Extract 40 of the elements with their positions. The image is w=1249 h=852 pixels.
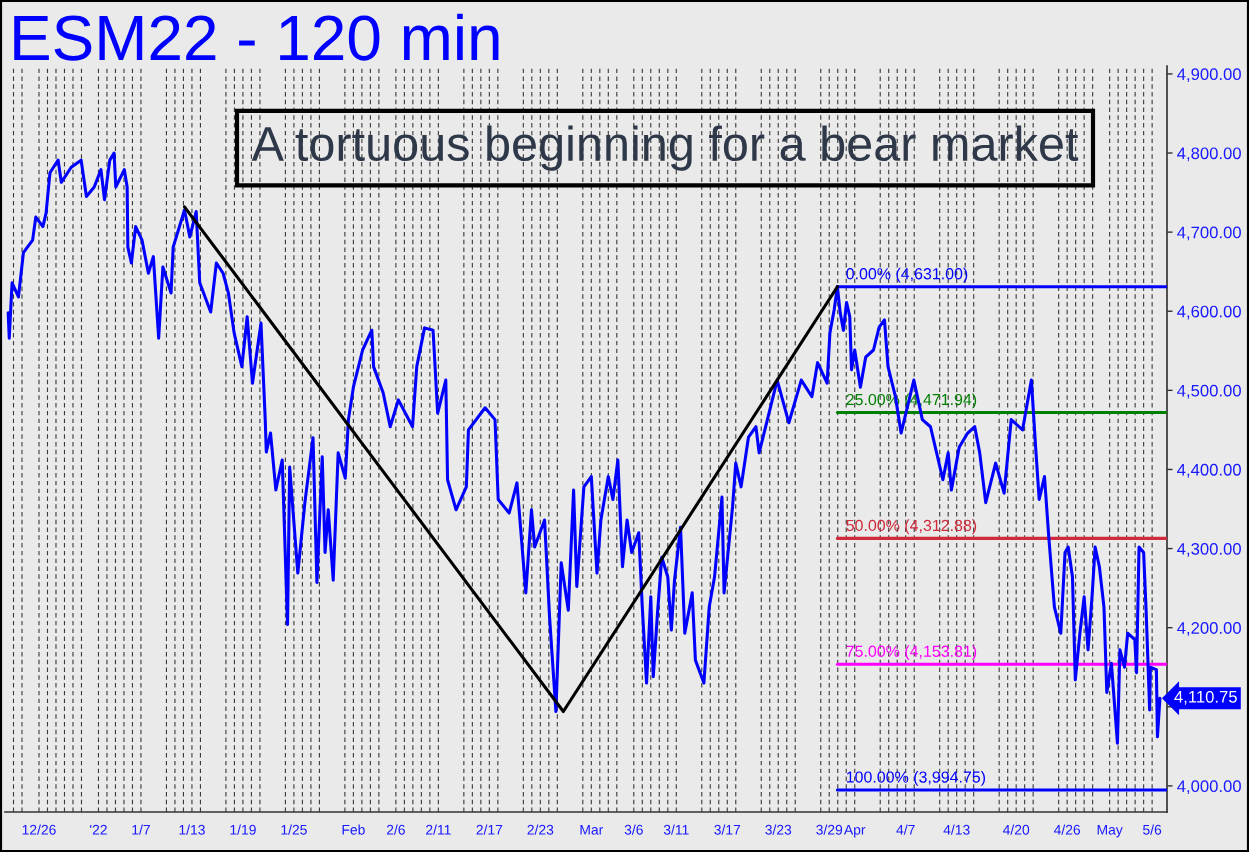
y-tick-label: 4,700.00 <box>1177 226 1241 241</box>
y-tick-label: 4,600.00 <box>1177 305 1241 320</box>
x-tick-label: 1/13 <box>179 824 205 835</box>
x-tick-label: 4/13 <box>943 824 970 835</box>
series-label: 100.00% (3,994.75) <box>846 770 986 786</box>
x-tick-label: 2/11 <box>426 824 451 835</box>
annotation: A tortuous beginning for a bear market <box>251 125 1079 171</box>
x-tick-label: 4/7 <box>896 824 915 835</box>
x-tick-label: Apr <box>843 825 866 838</box>
x-tick-label: Feb <box>342 824 365 835</box>
x-tick-label: 4/20 <box>1002 824 1030 835</box>
x-tick-label: 1/7 <box>132 824 150 835</box>
y-tick-label: 4,900.00 <box>1177 68 1241 83</box>
x-tick-label: 4/26 <box>1053 824 1081 835</box>
x-tick-label: 1/25 <box>281 824 307 835</box>
y-tick-label: 4,300.00 <box>1177 542 1241 557</box>
x-tick-label: 3/23 <box>765 824 792 835</box>
x-tick-label: '22 <box>90 824 107 835</box>
y-tick-label: 4,000.00 <box>1177 780 1241 795</box>
y-tick-label: 4,800.00 <box>1177 147 1241 162</box>
series-label: 50.00% (4,312.88) <box>846 519 977 535</box>
series-label: 0.00% (4,631.00) <box>846 267 968 283</box>
y-tick-label: 4,200.00 <box>1177 622 1241 636</box>
x-tick-label: 3/29 <box>816 824 843 835</box>
x-tick-label: 2/23 <box>527 824 554 835</box>
y-tick-label: 4,400.00 <box>1177 463 1241 478</box>
x-tick-label: 3/6 <box>624 824 643 835</box>
x-tick-label: 2/17 <box>476 824 503 835</box>
x-tick-label: Mar <box>580 825 604 835</box>
y-tick-label: 4,500.00 <box>1177 384 1241 399</box>
x-tick-label: 3/17 <box>714 824 741 835</box>
chart-title: ESM22 - 120 min <box>14 13 499 61</box>
x-tick-label: 1/19 <box>230 824 256 835</box>
x-tick-label: 2/6 <box>386 824 405 835</box>
series-label: 75.00% (4,153.81) <box>846 645 977 661</box>
x-tick-label: 3/11 <box>663 824 689 835</box>
x-tick-label: 12/26 <box>22 824 56 835</box>
x-tick-label: 5/6 <box>1143 824 1162 835</box>
text: 4,110.75 <box>1174 690 1237 705</box>
x-tick-label: May <box>1097 825 1123 838</box>
